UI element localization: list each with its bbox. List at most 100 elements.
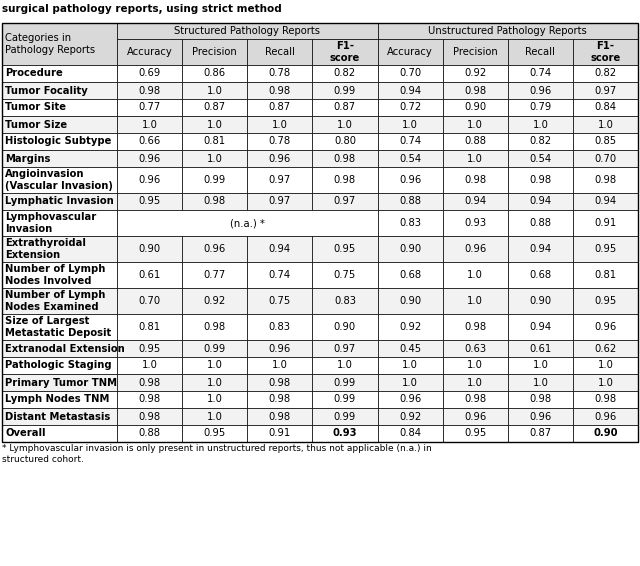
Text: 0.96: 0.96 bbox=[595, 322, 616, 332]
Text: * Lymphovascular invasion is only present in unstructured reports, thus not appl: * Lymphovascular invasion is only presen… bbox=[2, 444, 432, 464]
Bar bbox=[378, 262, 443, 288]
Bar bbox=[508, 193, 573, 210]
Text: 0.98: 0.98 bbox=[464, 85, 486, 96]
Bar bbox=[508, 357, 573, 374]
Bar bbox=[443, 99, 508, 116]
Bar bbox=[182, 425, 247, 442]
Bar bbox=[117, 39, 182, 65]
Bar bbox=[443, 39, 508, 65]
Text: 0.98: 0.98 bbox=[334, 153, 356, 164]
Text: 0.97: 0.97 bbox=[334, 196, 356, 207]
Bar bbox=[378, 116, 443, 133]
Bar bbox=[573, 39, 638, 65]
Text: Tumor Site: Tumor Site bbox=[5, 102, 66, 113]
Text: Pathologic Staging: Pathologic Staging bbox=[5, 361, 111, 371]
Bar bbox=[378, 210, 443, 236]
Text: 1.0: 1.0 bbox=[467, 153, 483, 164]
Bar bbox=[312, 236, 378, 262]
Bar bbox=[182, 391, 247, 408]
Bar bbox=[182, 262, 247, 288]
Text: 0.96: 0.96 bbox=[269, 344, 291, 354]
Bar bbox=[443, 357, 508, 374]
Bar bbox=[378, 391, 443, 408]
Text: 0.75: 0.75 bbox=[334, 270, 356, 280]
Bar bbox=[508, 262, 573, 288]
Bar bbox=[247, 408, 312, 425]
Text: 0.96: 0.96 bbox=[399, 395, 421, 405]
Bar bbox=[182, 65, 247, 82]
Text: 0.94: 0.94 bbox=[529, 322, 552, 332]
Bar bbox=[508, 408, 573, 425]
Bar bbox=[508, 116, 573, 133]
Bar bbox=[2, 116, 117, 133]
Bar bbox=[508, 340, 573, 357]
Text: 0.95: 0.95 bbox=[138, 344, 161, 354]
Bar bbox=[573, 193, 638, 210]
Text: Number of Lymph
Nodes Involved: Number of Lymph Nodes Involved bbox=[5, 264, 106, 286]
Bar bbox=[182, 408, 247, 425]
Bar bbox=[182, 314, 247, 340]
Text: 0.96: 0.96 bbox=[204, 244, 226, 254]
Bar bbox=[573, 314, 638, 340]
Bar bbox=[573, 374, 638, 391]
Bar bbox=[312, 167, 378, 193]
Bar bbox=[182, 99, 247, 116]
Bar bbox=[2, 357, 117, 374]
Bar bbox=[2, 82, 117, 99]
Bar bbox=[117, 150, 182, 167]
Bar bbox=[117, 82, 182, 99]
Text: Margins: Margins bbox=[5, 153, 51, 164]
Text: 1.0: 1.0 bbox=[141, 119, 157, 130]
Bar bbox=[247, 314, 312, 340]
Text: Tumor Focality: Tumor Focality bbox=[5, 85, 88, 96]
Bar bbox=[2, 408, 117, 425]
Text: 0.79: 0.79 bbox=[529, 102, 552, 113]
Text: Structured Pathology Reports: Structured Pathology Reports bbox=[174, 26, 320, 36]
Text: 0.83: 0.83 bbox=[334, 296, 356, 306]
Text: Overall: Overall bbox=[5, 428, 45, 439]
Text: 0.95: 0.95 bbox=[204, 428, 226, 439]
Text: 0.98: 0.98 bbox=[334, 175, 356, 185]
Text: 0.94: 0.94 bbox=[529, 244, 552, 254]
Bar bbox=[182, 116, 247, 133]
Text: 0.80: 0.80 bbox=[334, 136, 356, 147]
Bar bbox=[443, 262, 508, 288]
Text: 0.95: 0.95 bbox=[595, 296, 616, 306]
Text: 0.96: 0.96 bbox=[138, 175, 161, 185]
Text: 0.96: 0.96 bbox=[138, 153, 161, 164]
Bar bbox=[117, 193, 182, 210]
Bar bbox=[182, 82, 247, 99]
Text: 0.81: 0.81 bbox=[138, 322, 161, 332]
Text: Lymph Nodes TNM: Lymph Nodes TNM bbox=[5, 395, 109, 405]
Text: 0.83: 0.83 bbox=[269, 322, 291, 332]
Bar bbox=[378, 65, 443, 82]
Text: Precision: Precision bbox=[192, 47, 237, 57]
Text: 0.88: 0.88 bbox=[139, 428, 161, 439]
Bar bbox=[443, 425, 508, 442]
Text: 0.99: 0.99 bbox=[204, 344, 226, 354]
Text: 1.0: 1.0 bbox=[141, 361, 157, 371]
Text: 0.96: 0.96 bbox=[464, 411, 486, 422]
Text: 1.0: 1.0 bbox=[532, 378, 548, 388]
Text: 0.93: 0.93 bbox=[333, 428, 357, 439]
Text: 0.94: 0.94 bbox=[595, 196, 616, 207]
Text: 0.75: 0.75 bbox=[269, 296, 291, 306]
Text: 1.0: 1.0 bbox=[207, 361, 223, 371]
Text: 0.98: 0.98 bbox=[138, 378, 161, 388]
Bar bbox=[378, 167, 443, 193]
Text: 1.0: 1.0 bbox=[467, 361, 483, 371]
Text: 0.96: 0.96 bbox=[269, 153, 291, 164]
Bar bbox=[378, 425, 443, 442]
Text: Angioinvasion
(Vascular Invasion): Angioinvasion (Vascular Invasion) bbox=[5, 169, 113, 191]
Bar bbox=[443, 193, 508, 210]
Bar bbox=[443, 340, 508, 357]
Text: Accuracy: Accuracy bbox=[387, 47, 433, 57]
Bar bbox=[312, 116, 378, 133]
Bar bbox=[312, 82, 378, 99]
Text: 0.99: 0.99 bbox=[334, 411, 356, 422]
Text: 0.99: 0.99 bbox=[204, 175, 226, 185]
Text: 0.98: 0.98 bbox=[529, 175, 552, 185]
Bar bbox=[182, 39, 247, 65]
Bar bbox=[247, 288, 312, 314]
Text: 0.87: 0.87 bbox=[529, 428, 552, 439]
